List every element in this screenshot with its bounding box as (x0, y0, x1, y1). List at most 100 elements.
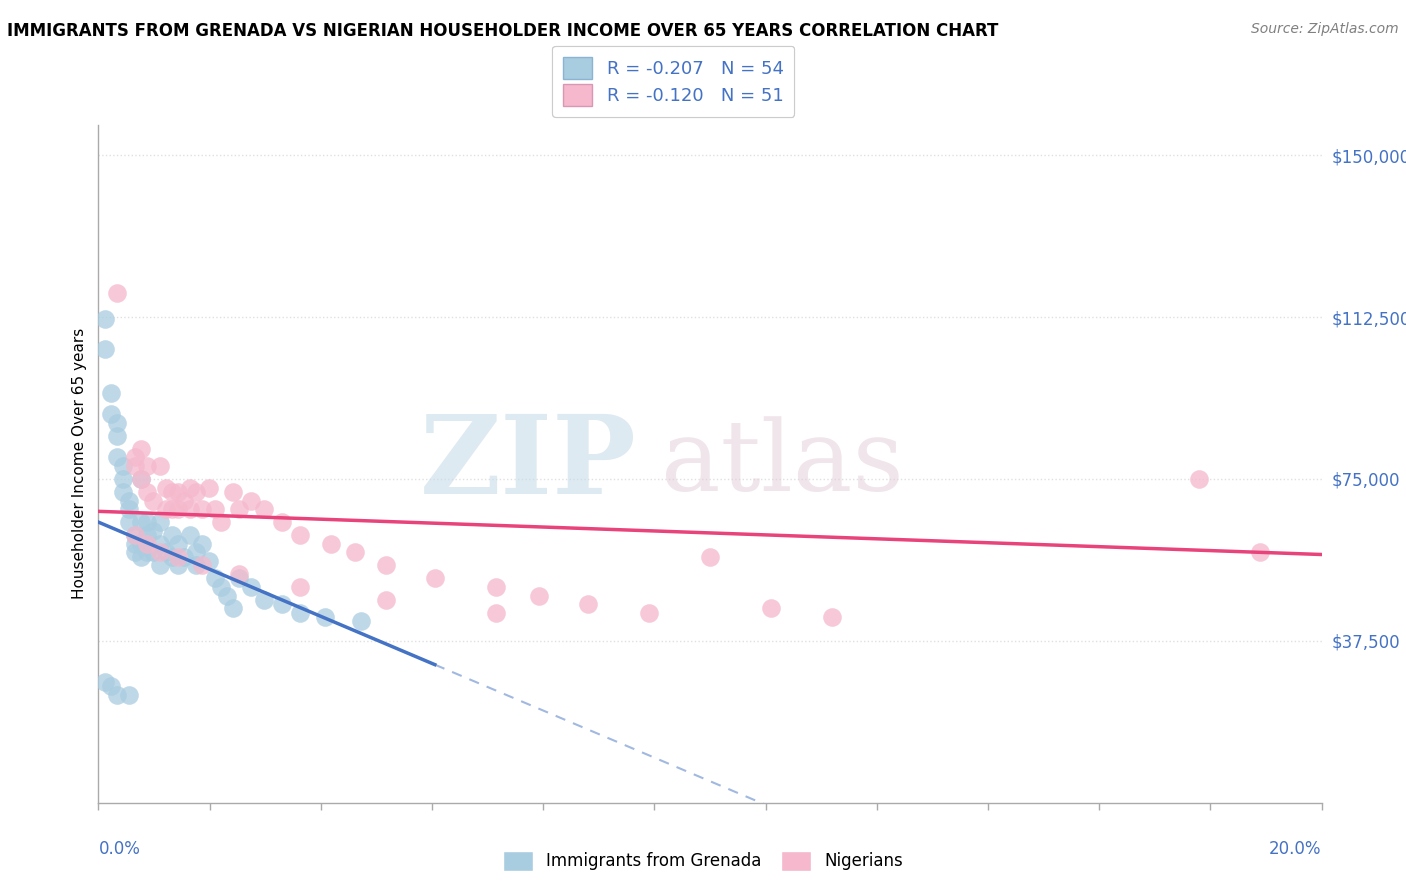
Point (105, 286, 128, 301)
Point (167, 558, 190, 573)
Point (160, 528, 183, 542)
Point (699, 549, 721, 564)
Point (149, 558, 172, 573)
Point (124, 528, 146, 542)
Point (209, 515, 232, 529)
Point (290, 606, 312, 620)
Point (527, 589, 550, 603)
Point (105, 416, 128, 430)
Point (197, 481, 219, 495)
Text: atlas: atlas (661, 416, 904, 512)
Point (319, 537, 342, 551)
Point (344, 545, 367, 559)
Point (118, 515, 141, 529)
Point (167, 484, 190, 499)
Point (197, 554, 219, 568)
Point (105, 429, 128, 443)
Point (155, 481, 177, 495)
Point (93, 343, 115, 357)
Point (173, 493, 195, 508)
Point (136, 484, 159, 499)
Point (1188, 472, 1211, 486)
Point (179, 481, 201, 495)
Point (155, 502, 177, 516)
Point (222, 601, 245, 615)
Point (124, 537, 146, 551)
Point (270, 597, 292, 611)
Point (105, 688, 128, 702)
Point (160, 549, 183, 564)
Point (191, 558, 214, 573)
Point (191, 502, 214, 516)
Point (186, 558, 208, 573)
Point (124, 458, 146, 473)
Point (136, 458, 159, 473)
Point (149, 458, 172, 473)
Point (821, 610, 844, 624)
Point (100, 407, 122, 421)
Point (204, 571, 226, 585)
Point (228, 571, 250, 585)
Point (173, 549, 195, 564)
Point (111, 484, 134, 499)
Point (160, 502, 183, 516)
Point (222, 484, 245, 499)
Point (136, 528, 159, 542)
Text: 0.0%: 0.0% (98, 840, 141, 858)
Point (142, 545, 165, 559)
Point (129, 515, 152, 529)
Point (485, 606, 508, 620)
Point (179, 502, 201, 516)
Text: Source: ZipAtlas.com: Source: ZipAtlas.com (1251, 22, 1399, 37)
Point (160, 484, 183, 499)
Point (167, 537, 190, 551)
Legend: Immigrants from Grenada, Nigerians: Immigrants from Grenada, Nigerians (495, 842, 911, 880)
Point (179, 528, 201, 542)
Point (270, 515, 292, 529)
Text: 20.0%: 20.0% (1270, 840, 1322, 858)
Point (186, 545, 208, 559)
Point (100, 385, 122, 400)
Point (129, 472, 152, 486)
Point (167, 502, 190, 516)
Point (204, 502, 226, 516)
Point (209, 580, 232, 594)
Point (105, 450, 128, 465)
Point (124, 545, 146, 559)
Point (136, 515, 159, 529)
Point (142, 493, 165, 508)
Point (118, 493, 141, 508)
Point (191, 537, 214, 551)
Point (485, 580, 508, 594)
Point (129, 549, 152, 564)
Text: IMMIGRANTS FROM GRENADA VS NIGERIAN HOUSEHOLDER INCOME OVER 65 YEARS CORRELATION: IMMIGRANTS FROM GRENADA VS NIGERIAN HOUS… (7, 22, 998, 40)
Point (186, 484, 208, 499)
Point (240, 580, 263, 594)
Point (93, 674, 115, 689)
Point (423, 571, 446, 585)
Point (136, 545, 159, 559)
Point (129, 472, 152, 486)
Point (252, 592, 274, 607)
Point (228, 566, 250, 581)
Point (314, 610, 336, 624)
Point (93, 312, 115, 326)
Point (149, 515, 172, 529)
Point (374, 592, 396, 607)
Point (129, 442, 152, 456)
Point (111, 472, 134, 486)
Point (124, 450, 146, 465)
Point (118, 688, 141, 702)
Point (240, 493, 263, 508)
Point (124, 528, 146, 542)
Point (228, 502, 250, 516)
Point (118, 502, 141, 516)
Point (637, 606, 661, 620)
Point (167, 549, 190, 564)
Point (374, 558, 396, 573)
Text: ZIP: ZIP (420, 410, 637, 517)
Point (290, 580, 312, 594)
Point (149, 545, 172, 559)
Point (155, 545, 177, 559)
Point (576, 597, 599, 611)
